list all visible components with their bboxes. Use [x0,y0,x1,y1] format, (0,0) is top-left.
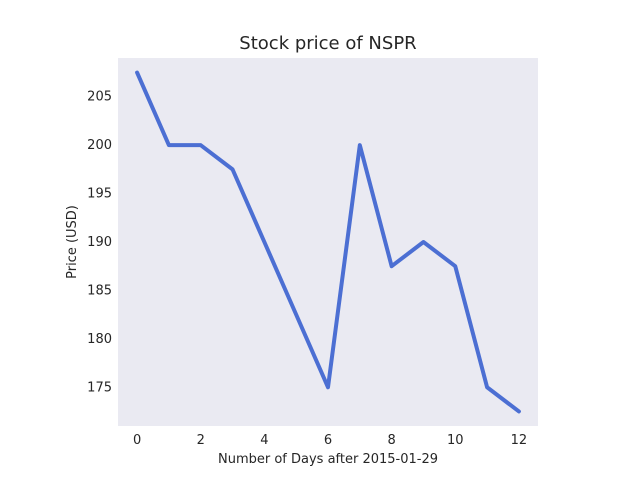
x-tick-label: 8 [387,433,395,448]
plot-area [118,58,538,426]
x-tick-label: 6 [324,433,332,448]
x-tick-label: 12 [511,433,528,448]
y-axis-label: Price (USD) [65,205,80,279]
y-tick-label: 200 [87,138,112,153]
x-axis-label: Number of Days after 2015-01-29 [218,452,438,467]
y-tick-label: 195 [87,187,112,202]
y-axis-ticks: 175 180 185 190 195 200 205 [87,90,112,396]
chart-title: Stock price of NSPR [239,33,416,54]
x-tick-label: 2 [197,433,205,448]
series-line [135,70,521,414]
y-tick-label: 185 [87,283,112,298]
y-tick-label: 190 [87,235,112,250]
y-tick-label: 180 [87,332,112,347]
x-axis-ticks: 0 2 4 6 8 10 12 [133,433,527,448]
x-tick-label: 0 [133,433,141,448]
y-tick-label: 175 [87,380,112,395]
x-tick-label: 4 [260,433,268,448]
x-tick-label: 10 [447,433,464,448]
y-tick-label: 205 [87,90,112,105]
